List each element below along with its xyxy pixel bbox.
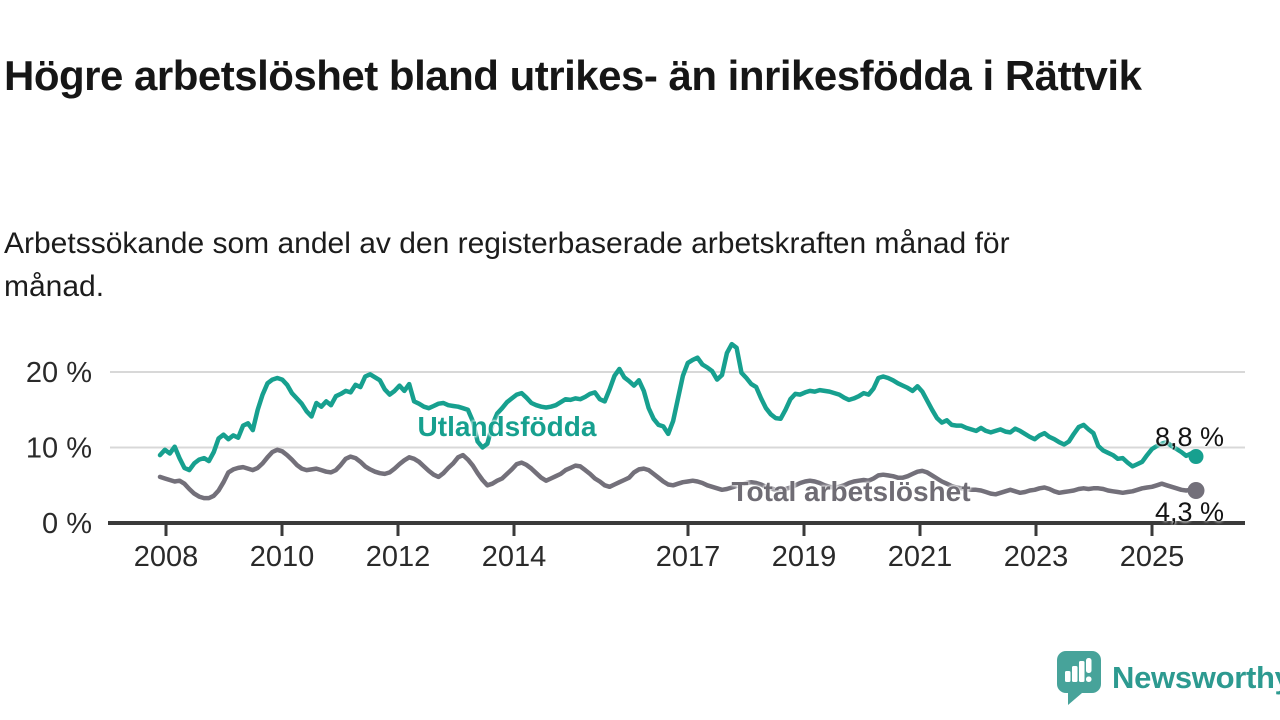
series-label-total-arbetsloshet: Total arbetslöshet (731, 476, 971, 507)
newsworthy-chart-bubble-icon (1056, 650, 1102, 705)
newsworthy-logo: Newsworthy (1056, 650, 1280, 705)
newsworthy-logo-text: Newsworthy (1112, 659, 1280, 695)
end-value-label-total: 4,3 % (1154, 497, 1224, 527)
end-value-label-utlandsfodda: 8,8 % (1154, 422, 1224, 452)
x-axis-label-2014: 2014 (482, 541, 547, 573)
y-axis-label-10: 10 % (26, 433, 92, 465)
series-label-utlandsfodda: Utlandsfödda (417, 411, 597, 442)
x-axis-label-2025: 2025 (1120, 541, 1185, 573)
chart-subtitle: Arbetssökande som andel av den registerb… (4, 227, 1010, 303)
x-axis-label-2010: 2010 (250, 541, 315, 573)
page-title: Högre arbetslöshet bland utrikes- än inr… (4, 52, 1142, 100)
end-dot-utlandsfodda (1188, 449, 1204, 465)
x-axis-label-2017: 2017 (656, 541, 721, 573)
x-axis-label-2012: 2012 (366, 541, 431, 573)
x-axis-label-2008: 2008 (134, 541, 199, 573)
x-axis-label-2019: 2019 (772, 541, 837, 573)
y-axis-label-0: 0 % (42, 508, 92, 540)
line-total-arbetsloshet (157, 447, 1199, 501)
x-axis-label-2023: 2023 (1004, 541, 1069, 573)
x-axis-label-2021: 2021 (888, 541, 953, 573)
line-utlandsfodda (157, 341, 1199, 473)
end-dot-total-arbetsloshet (1187, 482, 1205, 500)
y-axis-label-20: 20 % (26, 357, 92, 389)
